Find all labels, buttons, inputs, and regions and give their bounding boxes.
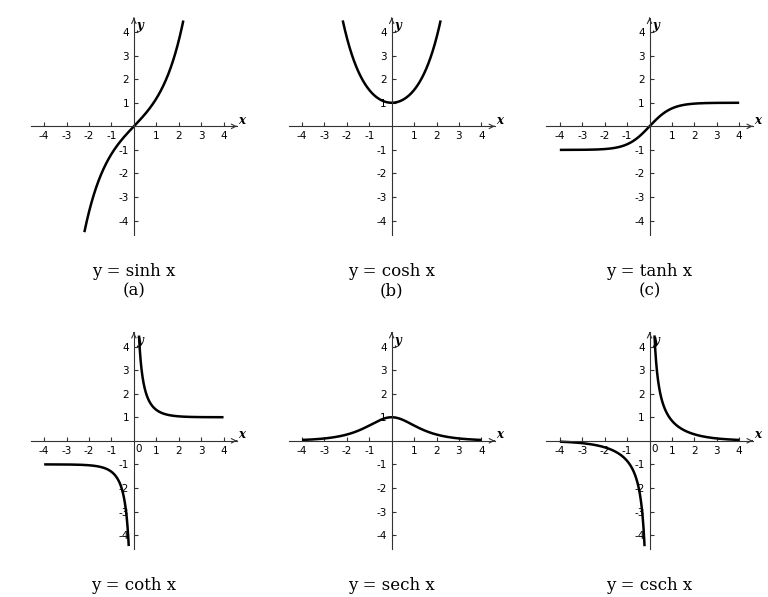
Text: x: x — [238, 429, 245, 441]
Text: x: x — [496, 429, 503, 441]
Text: y: y — [137, 334, 144, 346]
Text: (c): (c) — [638, 282, 660, 300]
Text: y = coth x: y = coth x — [91, 577, 177, 595]
Text: 0: 0 — [136, 444, 142, 454]
Text: y: y — [137, 19, 144, 32]
Text: y: y — [652, 19, 659, 32]
Text: y: y — [652, 334, 659, 346]
Text: x: x — [238, 114, 245, 127]
Text: y: y — [395, 334, 401, 346]
Text: y = sinh x: y = sinh x — [92, 263, 176, 280]
Text: y = cosh x: y = cosh x — [348, 263, 435, 280]
Text: x: x — [753, 114, 761, 127]
Text: x: x — [496, 114, 503, 127]
Text: y = tanh x: y = tanh x — [607, 263, 693, 280]
Text: (a): (a) — [122, 282, 145, 300]
Text: (b): (b) — [380, 282, 403, 300]
Text: x: x — [753, 429, 761, 441]
Text: y: y — [395, 19, 401, 32]
Text: 0: 0 — [651, 444, 658, 454]
Text: y = csch x: y = csch x — [607, 577, 693, 595]
Text: y = sech x: y = sech x — [349, 577, 435, 595]
